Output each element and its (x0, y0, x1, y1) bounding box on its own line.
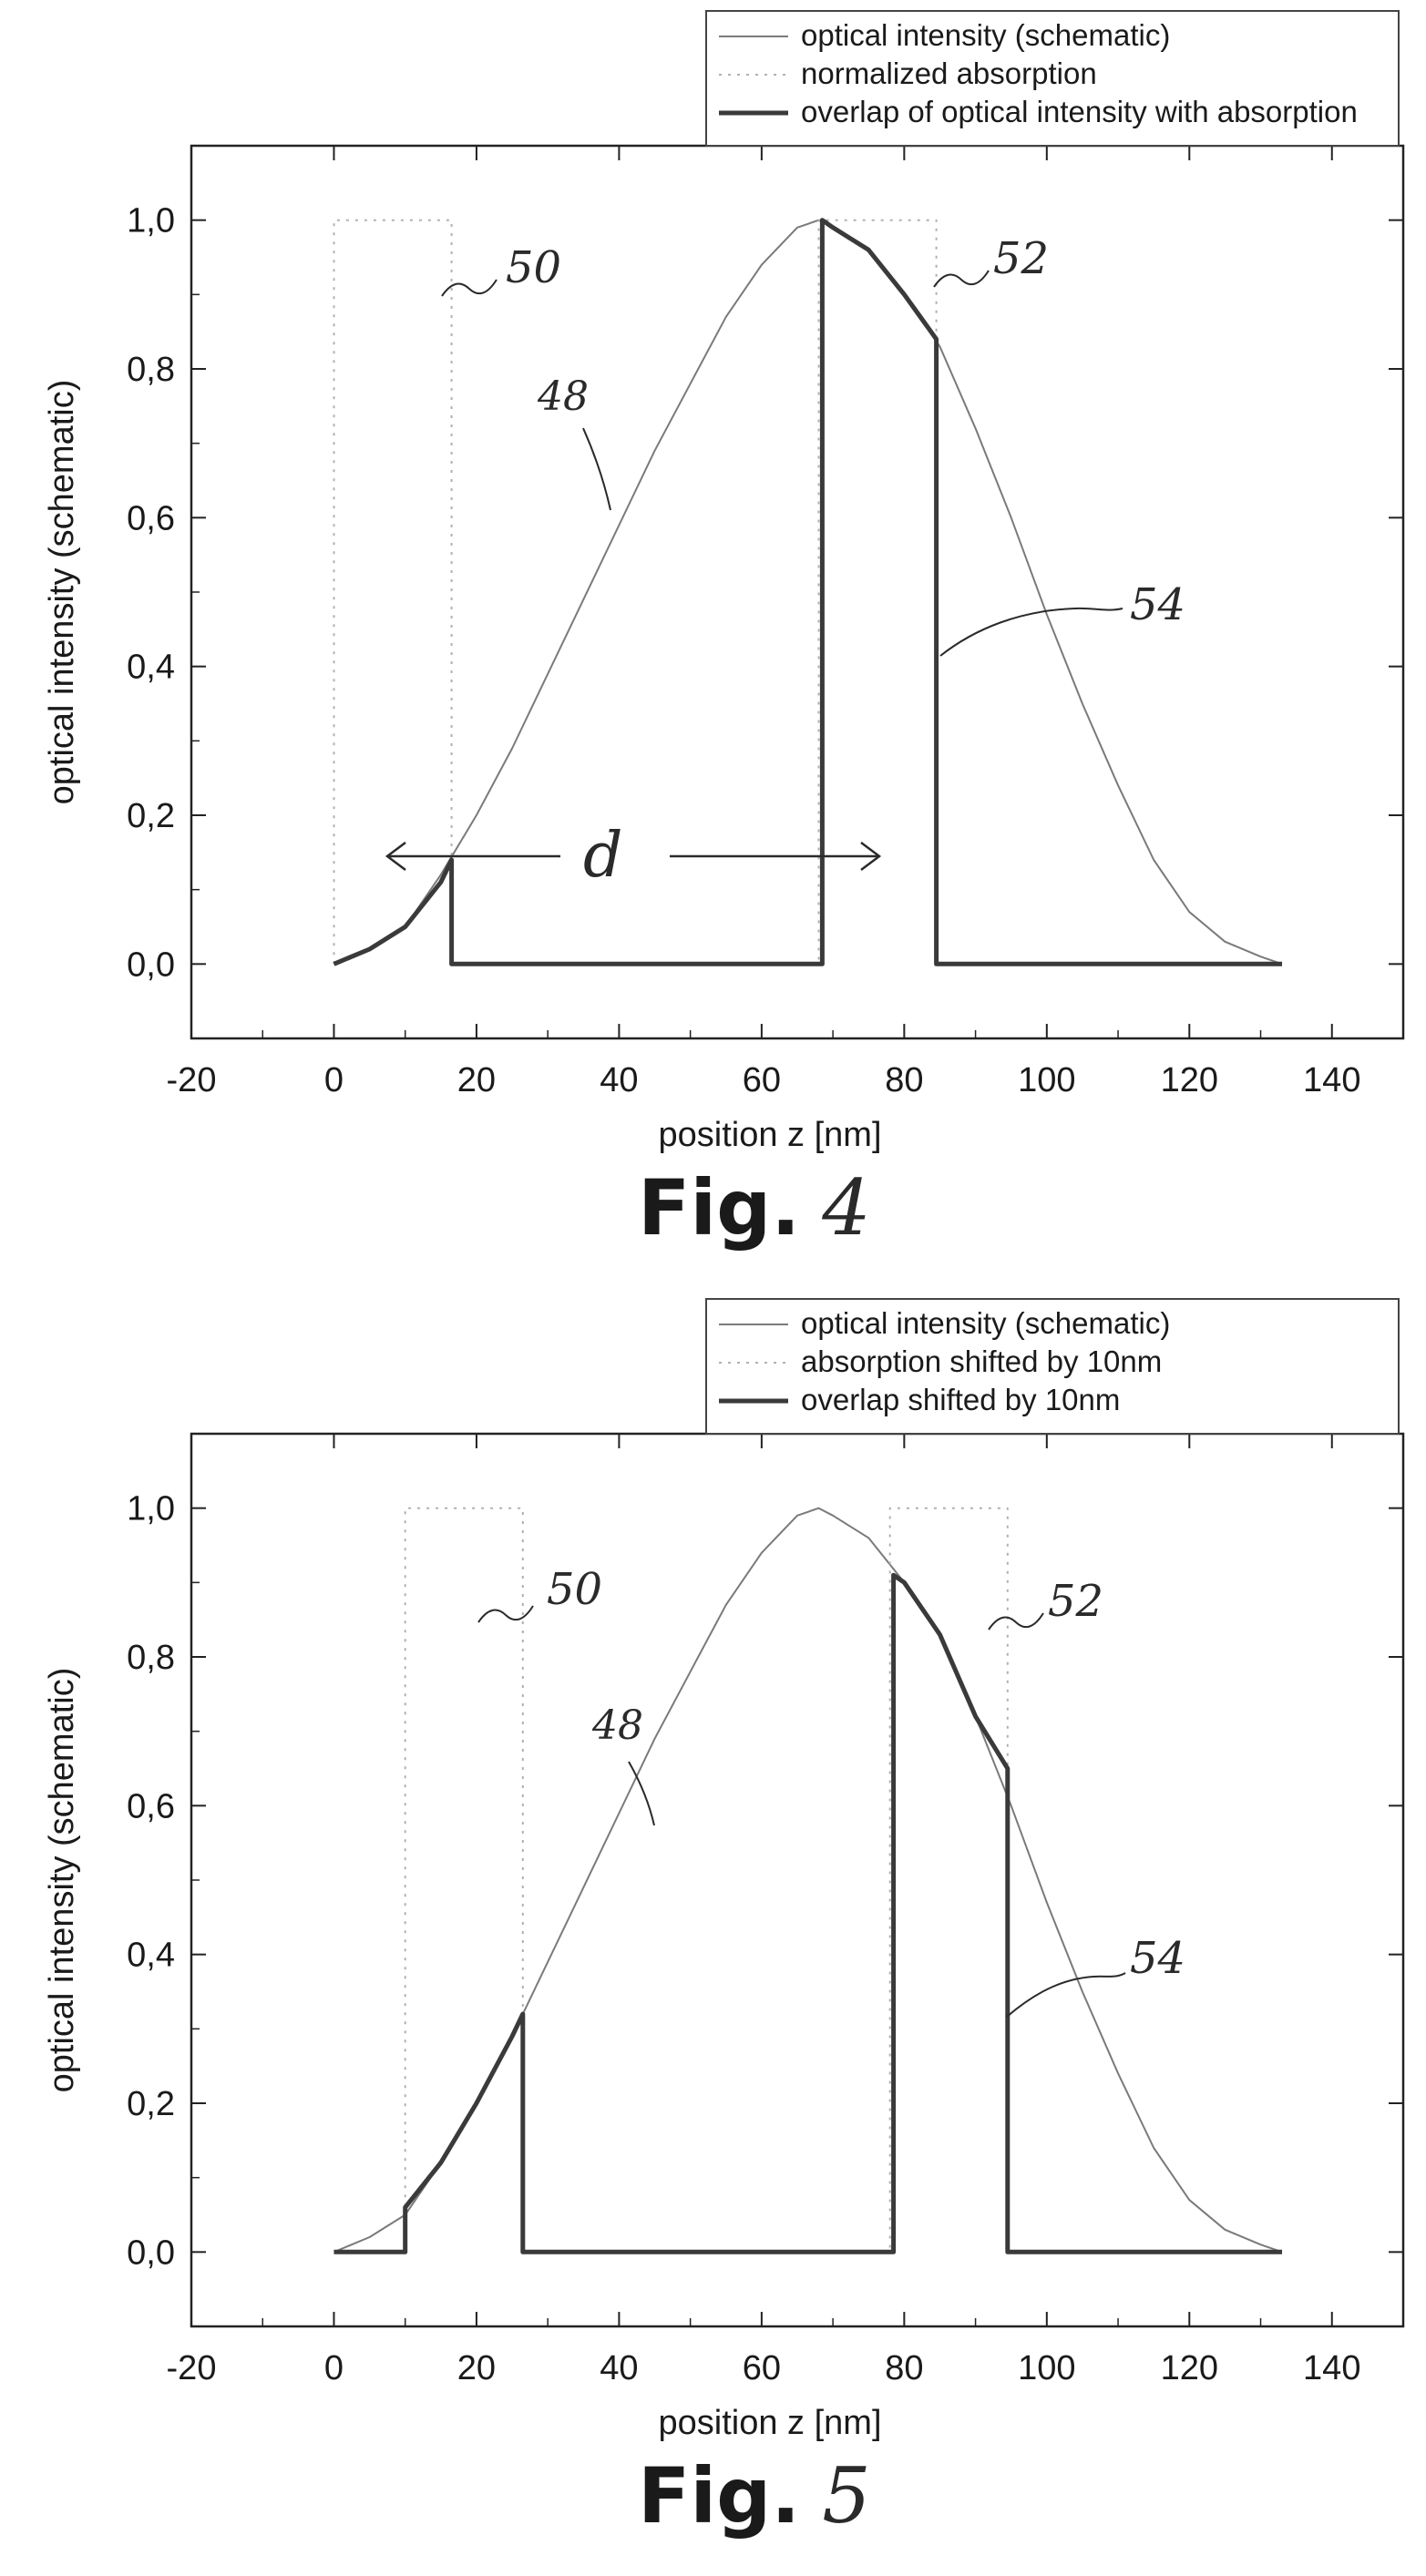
legend-entry: optical intensity (schematic) (801, 1306, 1170, 1340)
leader-54 (1006, 1972, 1126, 2018)
label-d: d (583, 820, 623, 892)
y-tick-label: 0,8 (127, 1639, 175, 1677)
y-tick-label: 0,6 (127, 1787, 175, 1825)
y-tick-label: 0,2 (127, 797, 175, 835)
x-tick-label: 120 (1161, 1061, 1218, 1099)
arrowhead-left-icon (385, 842, 406, 871)
x-tick-label: 40 (600, 1061, 638, 1099)
x-tick-label: 60 (743, 1061, 781, 1099)
x-tick-label: 40 (600, 2349, 638, 2387)
x-tick-label: 140 (1303, 1061, 1360, 1099)
label-52: 52 (1048, 1576, 1103, 1627)
series-line-thick (333, 1572, 1282, 2254)
x-tick-label: 100 (1018, 2349, 1075, 2387)
y-tick-label: 0,4 (127, 1937, 175, 1975)
legend-entry: absorption shifted by 10nm (801, 1344, 1162, 1378)
tilde-52 (933, 270, 990, 288)
label-48: 48 (591, 1702, 643, 1749)
plot-frame (190, 144, 1405, 1040)
label-52: 52 (993, 233, 1049, 284)
tilde-50 (441, 279, 498, 297)
x-tick-label: 0 (324, 1061, 344, 1099)
x-tick-label: 80 (885, 1061, 923, 1099)
series-line-thin (333, 1507, 1283, 2254)
y-axis-title: optical intensity (schematic) (43, 380, 81, 805)
caption-prefix: Fig. (638, 2451, 800, 2540)
x-tick-label: 0 (324, 2349, 344, 2387)
x-tick-label: 60 (743, 2349, 781, 2387)
legend: optical intensity (schematic) normalized … (705, 10, 1400, 147)
figure-caption: Fig. 4 (638, 1163, 871, 1252)
y-axis-title: optical intensity (schematic) (43, 1668, 81, 2093)
handwritten-annotations: 48 50 52 54 (477, 1564, 1185, 2018)
label-50: 50 (506, 242, 561, 293)
legend-box (705, 1298, 1400, 1435)
x-tick-label: 20 (457, 2349, 496, 2387)
label-50: 50 (547, 1564, 602, 1615)
y-tick-label: 1,0 (127, 1490, 175, 1528)
label-48: 48 (537, 373, 589, 420)
y-tick-label: 0,6 (127, 499, 175, 537)
series-line-dotted (404, 1507, 1009, 2254)
figure-4-chart: -20 0 20 40 60 80 100 120 140 0,0 0,2 0,4 0,6 0,8 1,0 p… (43, 10, 1405, 1252)
arrowhead-right-icon (860, 842, 882, 871)
x-tick-label: 100 (1018, 1061, 1075, 1099)
figure-5-chart: -20 0 20 40 60 80 100 120 140 0,0 0,2 0,4 0,6 0,8 1,0 p… (43, 1298, 1405, 2540)
leader-54 (939, 607, 1123, 657)
y-tick-label: 1,0 (127, 202, 175, 240)
y-tick-label: 0,4 (127, 649, 175, 687)
x-tick-label: 80 (885, 2349, 923, 2387)
caption-number: 5 (822, 2451, 870, 2540)
x-tick-label: 120 (1161, 2349, 1218, 2387)
legend: optical intensity (schematic) absorption … (705, 1298, 1400, 1435)
legend-entry: optical intensity (schematic) (801, 18, 1170, 52)
x-axis-title: position z [nm] (659, 1116, 882, 1154)
series-line-thick (333, 218, 1282, 966)
x-tick-label: -20 (167, 1061, 217, 1099)
plot-frame (190, 1432, 1405, 2328)
caption-number: 4 (821, 1163, 870, 1252)
x-tick-label: 20 (457, 1061, 496, 1099)
legend-entry: overlap of optical intensity with absorp… (801, 95, 1358, 128)
legend-entry: normalized absorption (801, 56, 1097, 90)
x-tick-label: -20 (167, 2349, 217, 2387)
tilde-50 (477, 1605, 534, 1623)
y-tick-label: 0,0 (127, 2234, 175, 2272)
tilde-52 (988, 1612, 1044, 1630)
label-54: 54 (1130, 1933, 1185, 1984)
label-54: 54 (1130, 579, 1185, 630)
caption-prefix: Fig. (638, 1163, 800, 1252)
legend-box (705, 10, 1400, 147)
figure-caption: Fig. 5 (638, 2451, 871, 2540)
x-tick-label: 140 (1303, 2349, 1360, 2387)
y-tick-label: 0,0 (127, 946, 175, 984)
y-tick-label: 0,2 (127, 2085, 175, 2123)
handwritten-annotations: 48 50 52 54 d (385, 233, 1185, 892)
leader-48 (628, 1761, 655, 1826)
x-axis-title: position z [nm] (659, 2404, 882, 2442)
leader-48 (582, 427, 611, 511)
y-tick-label: 0,8 (127, 351, 175, 389)
legend-entry: overlap shifted by 10nm (801, 1383, 1120, 1416)
